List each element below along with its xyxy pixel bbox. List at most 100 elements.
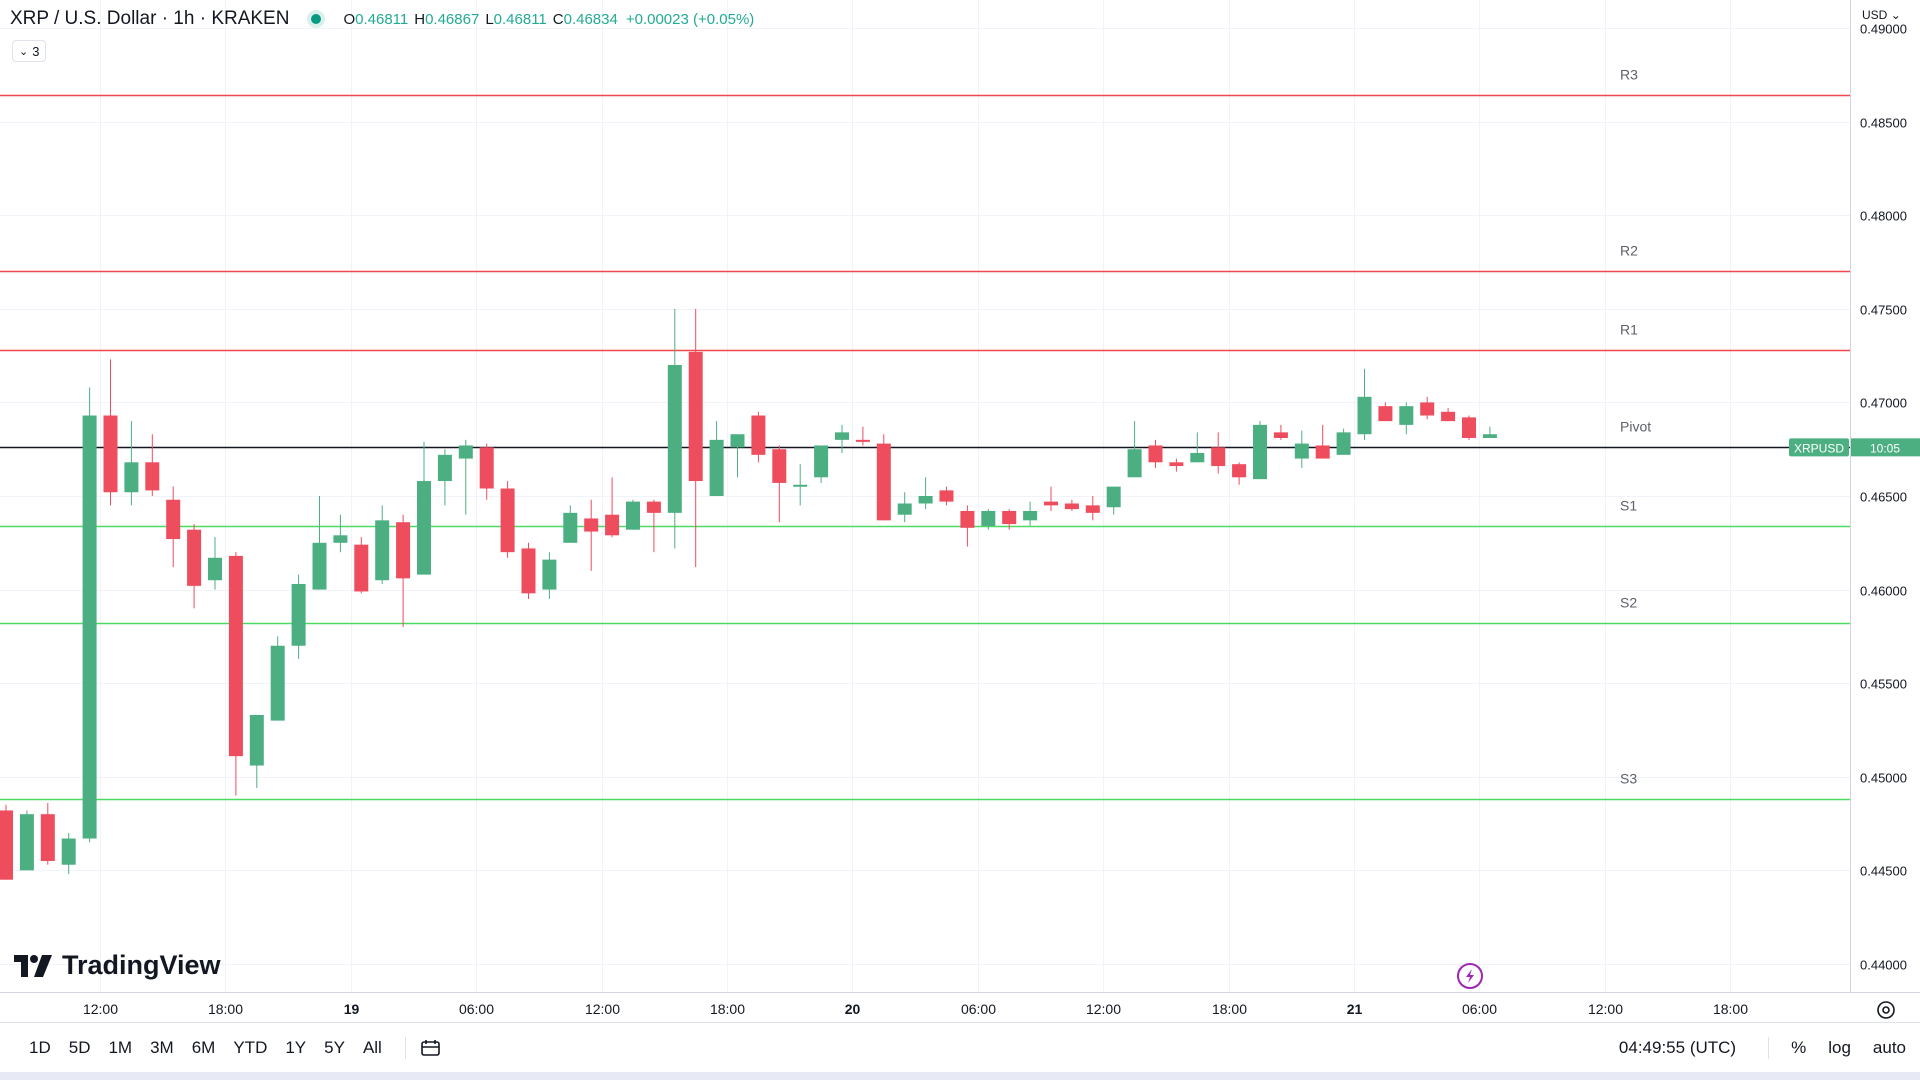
candle	[1357, 368, 1372, 440]
candle	[103, 359, 118, 506]
candle	[1044, 486, 1058, 511]
candle	[312, 496, 327, 590]
candle-body	[396, 522, 411, 579]
candle-body	[542, 559, 557, 590]
candle-body	[1190, 452, 1205, 463]
candle-body	[166, 499, 181, 540]
candle-body	[563, 512, 578, 543]
tradingview-logo-icon	[14, 954, 52, 977]
candle-body	[1357, 396, 1372, 435]
candle	[61, 832, 76, 875]
range-button-6m[interactable]: 6M	[191, 1038, 216, 1057]
auto-toggle[interactable]: auto	[1872, 1038, 1906, 1057]
price-tick-label: 0.47500	[1860, 303, 1907, 318]
candle	[1127, 421, 1142, 478]
percent-toggle[interactable]: %	[1791, 1038, 1807, 1057]
candle	[646, 499, 661, 553]
market-status-icon[interactable]	[311, 14, 322, 24]
candle	[981, 509, 996, 530]
lightning-icon[interactable]	[1457, 963, 1483, 989]
range-button-1d[interactable]: 1D	[29, 1038, 51, 1057]
candle	[542, 552, 557, 599]
time-tick-label: 12:00	[1086, 1001, 1121, 1017]
candle-body	[688, 351, 703, 482]
candle-body	[145, 462, 160, 491]
candle-body	[1253, 424, 1267, 480]
candle-body	[0, 810, 13, 880]
candle	[1253, 421, 1267, 480]
candle	[354, 537, 369, 594]
candle-body	[1441, 411, 1456, 422]
candle	[82, 387, 97, 843]
candle-body	[61, 838, 76, 865]
candle	[500, 481, 515, 558]
candle-body	[1399, 406, 1414, 425]
candle	[563, 505, 578, 543]
price-tag-symbol: XRPUSD	[1794, 441, 1844, 455]
time-tick-label: 18:00	[1212, 1001, 1247, 1017]
calendar-icon[interactable]	[420, 1038, 442, 1058]
candle-body	[918, 496, 933, 504]
candle-body	[1294, 443, 1309, 459]
candle-body	[772, 449, 787, 483]
candle	[960, 505, 975, 547]
candle-body	[897, 503, 912, 515]
range-button-all[interactable]: All	[362, 1038, 382, 1057]
symbol-title[interactable]: XRP / U.S. Dollar · 1h · KRAKEN	[10, 8, 290, 29]
range-button-5d[interactable]: 5D	[68, 1038, 91, 1057]
time-tick-label: 06:00	[961, 1001, 996, 1017]
price-tag-countdown: 10:05	[1870, 441, 1900, 455]
candle-body	[751, 415, 766, 455]
candle-body	[249, 714, 264, 766]
candle-body	[1378, 406, 1393, 422]
price-tick-label: 0.44000	[1860, 958, 1907, 973]
candle	[0, 804, 13, 880]
price-tick-label: 0.45500	[1860, 677, 1907, 692]
indicators-toggle[interactable]: ⌄ 3	[12, 40, 47, 62]
settings-icon[interactable]	[1877, 1001, 1895, 1019]
time-tick-label: 06:00	[459, 1001, 494, 1017]
candle-body	[626, 501, 640, 530]
candle	[814, 445, 829, 483]
time-tick-label: 18:00	[1713, 1001, 1748, 1017]
range-button-1y[interactable]: 1Y	[285, 1038, 307, 1057]
utc-clock[interactable]: 04:49:55 (UTC)	[1618, 1038, 1737, 1057]
candle	[1064, 499, 1079, 511]
level-label-r3: R3	[1620, 67, 1638, 83]
candle	[793, 464, 808, 506]
logo-text: TradingView	[62, 950, 221, 980]
candle-body	[458, 445, 473, 459]
candle	[187, 524, 202, 609]
candle	[1169, 458, 1184, 472]
candle	[417, 441, 431, 575]
range-button-ytd[interactable]: YTD	[233, 1038, 268, 1057]
candle-body	[1106, 486, 1121, 508]
range-button-3m[interactable]: 3M	[150, 1038, 174, 1057]
candle	[1462, 415, 1476, 440]
candle	[124, 421, 139, 506]
candle-body	[1336, 432, 1351, 455]
currency-selector[interactable]: USD ⌄	[1862, 8, 1901, 22]
candle-body	[667, 364, 682, 513]
tradingview-logo[interactable]: TradingView	[14, 950, 221, 981]
candle-body	[521, 548, 536, 594]
time-tick-label: 18:00	[710, 1001, 745, 1017]
candle-body	[333, 535, 348, 543]
candle	[1420, 396, 1435, 420]
candle-body	[584, 518, 599, 532]
range-button-5y[interactable]: 5Y	[324, 1038, 345, 1057]
divider	[404, 1037, 406, 1059]
candle	[291, 574, 306, 659]
time-tick-label: 18:00	[208, 1001, 243, 1017]
time-tick-label: 12:00	[83, 1001, 118, 1017]
candle-body	[709, 439, 724, 496]
candle-body	[730, 434, 745, 448]
range-button-1m[interactable]: 1M	[108, 1038, 133, 1057]
open-label: O	[343, 10, 356, 28]
candle-body	[82, 415, 97, 839]
price-tick-label: 0.47000	[1860, 396, 1907, 411]
close-value: 0.46834	[563, 10, 618, 28]
log-toggle[interactable]: log	[1828, 1038, 1851, 1057]
candle-body	[208, 557, 222, 581]
